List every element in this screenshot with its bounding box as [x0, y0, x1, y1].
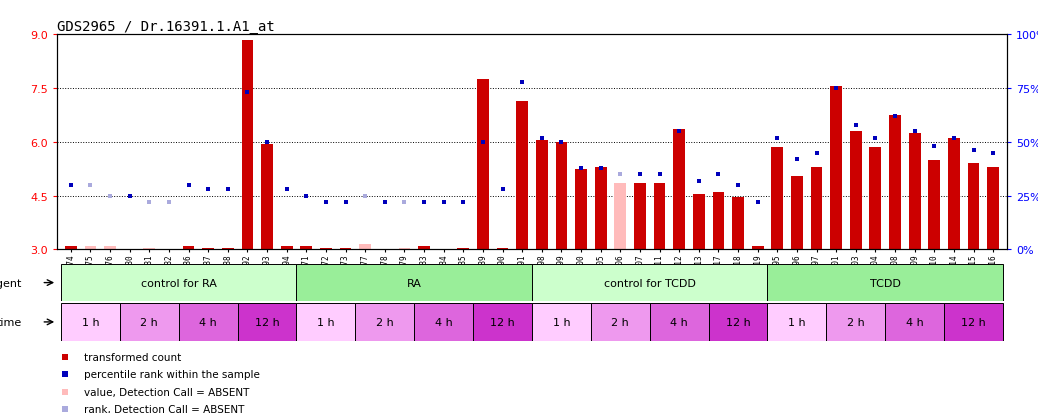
Bar	[414, 304, 473, 341]
Bar	[477, 80, 489, 250]
Bar	[281, 246, 293, 250]
Bar	[890, 116, 901, 250]
Bar	[143, 248, 156, 250]
Bar	[709, 304, 767, 341]
Bar	[104, 246, 116, 250]
Bar	[767, 304, 826, 341]
Bar	[830, 87, 842, 250]
Text: 4 h: 4 h	[199, 317, 217, 327]
Bar	[531, 264, 767, 301]
Text: RA: RA	[407, 278, 421, 288]
Bar	[297, 304, 355, 341]
Text: control for RA: control for RA	[141, 278, 217, 288]
Bar	[614, 184, 626, 250]
Text: 2 h: 2 h	[140, 317, 158, 327]
Bar	[179, 304, 238, 341]
Bar	[791, 176, 802, 250]
Bar	[771, 148, 783, 250]
Bar	[359, 244, 371, 250]
Bar	[458, 248, 469, 250]
Bar	[555, 142, 568, 250]
Bar	[202, 248, 214, 250]
Bar	[84, 246, 97, 250]
Text: percentile rank within the sample: percentile rank within the sample	[84, 370, 260, 380]
Text: 1 h: 1 h	[788, 317, 805, 327]
Bar	[712, 192, 725, 250]
Text: agent: agent	[0, 278, 22, 288]
Bar	[473, 304, 532, 341]
Text: 12 h: 12 h	[726, 317, 750, 327]
Bar	[575, 169, 586, 250]
Bar	[300, 246, 312, 250]
Bar	[693, 195, 705, 250]
Text: 1 h: 1 h	[82, 317, 100, 327]
Bar	[752, 246, 764, 250]
Bar	[320, 248, 332, 250]
Bar	[119, 304, 179, 341]
Text: 12 h: 12 h	[490, 317, 515, 327]
Text: 4 h: 4 h	[671, 317, 688, 327]
Bar	[531, 304, 591, 341]
Bar	[418, 246, 430, 250]
Bar	[850, 132, 862, 250]
Bar	[634, 184, 646, 250]
Bar	[297, 264, 532, 301]
Text: GDS2965 / Dr.16391.1.A1_at: GDS2965 / Dr.16391.1.A1_at	[57, 20, 275, 34]
Bar	[870, 148, 881, 250]
Bar	[945, 304, 1003, 341]
Bar	[65, 246, 77, 250]
Text: 2 h: 2 h	[611, 317, 629, 327]
Text: TCDD: TCDD	[870, 278, 901, 288]
Bar	[595, 168, 606, 250]
Bar	[183, 246, 194, 250]
Bar	[674, 130, 685, 250]
Bar	[496, 248, 509, 250]
Text: transformed count: transformed count	[84, 352, 181, 362]
Bar	[339, 248, 352, 250]
Text: 1 h: 1 h	[318, 317, 334, 327]
Text: 12 h: 12 h	[961, 317, 986, 327]
Bar	[908, 133, 921, 250]
Bar	[262, 144, 273, 250]
Text: control for TCDD: control for TCDD	[604, 278, 695, 288]
Bar	[732, 198, 744, 250]
Bar	[591, 304, 650, 341]
Bar	[238, 304, 297, 341]
Text: rank, Detection Call = ABSENT: rank, Detection Call = ABSENT	[84, 404, 244, 413]
Bar	[650, 304, 709, 341]
Bar	[355, 304, 414, 341]
Text: 4 h: 4 h	[906, 317, 924, 327]
Bar	[928, 160, 940, 250]
Bar	[242, 40, 253, 250]
Bar	[767, 264, 1003, 301]
Text: 2 h: 2 h	[847, 317, 865, 327]
Text: time: time	[0, 317, 22, 327]
Bar	[885, 304, 945, 341]
Bar	[222, 248, 234, 250]
Bar	[61, 304, 119, 341]
Text: 2 h: 2 h	[376, 317, 393, 327]
Bar	[399, 248, 410, 250]
Bar	[61, 264, 297, 301]
Bar	[516, 101, 528, 250]
Bar	[967, 164, 980, 250]
Bar	[654, 184, 665, 250]
Text: 12 h: 12 h	[254, 317, 279, 327]
Bar	[826, 304, 885, 341]
Text: 4 h: 4 h	[435, 317, 453, 327]
Bar	[987, 168, 999, 250]
Text: value, Detection Call = ABSENT: value, Detection Call = ABSENT	[84, 387, 249, 396]
Bar	[536, 141, 548, 250]
Bar	[948, 139, 960, 250]
Bar	[811, 168, 822, 250]
Text: 1 h: 1 h	[552, 317, 570, 327]
